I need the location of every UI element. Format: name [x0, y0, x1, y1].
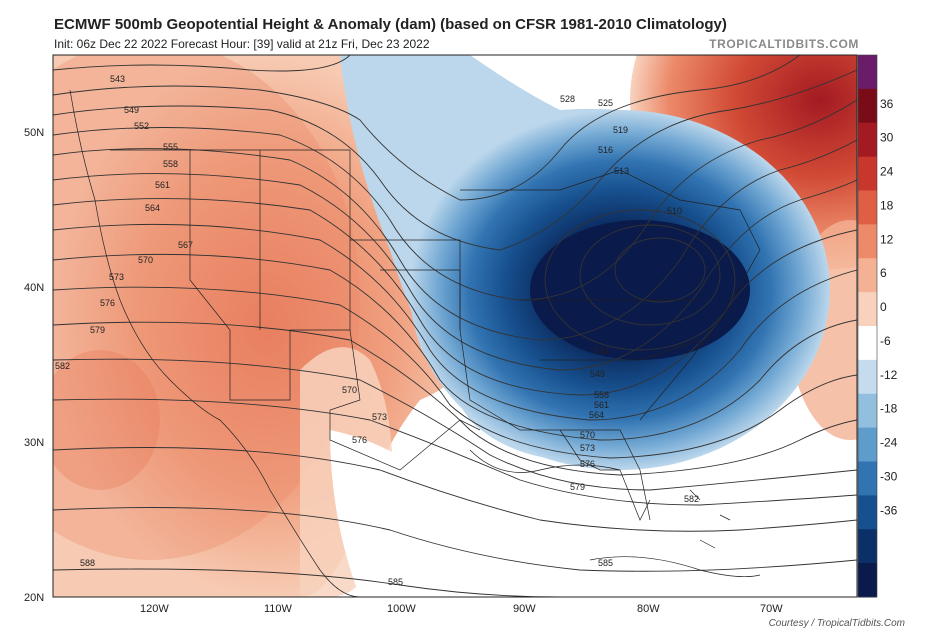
colorbar-swatch: [858, 122, 877, 158]
contour-label: 549: [590, 369, 605, 379]
lon-label: 90W: [513, 603, 536, 615]
colorbar-tick-label: -12: [880, 368, 898, 382]
contour-label: 525: [598, 98, 613, 108]
contour-label: 573: [372, 412, 387, 422]
contour-label: 579: [90, 325, 105, 335]
colorbar-swatch: [858, 495, 877, 530]
colorbar-swatch: [858, 88, 877, 124]
contour-label: 555: [163, 142, 178, 152]
colorbar-tick-label: -6: [880, 334, 891, 348]
lon-label: 80W: [637, 603, 660, 615]
contour-label: 582: [684, 494, 699, 504]
lat-label: 40N: [24, 282, 44, 294]
contour-label: 570: [138, 255, 153, 265]
colorbar-tick-label: 12: [880, 232, 894, 246]
contour-label: 579: [570, 482, 585, 492]
lon-label: 100W: [387, 603, 416, 615]
colorbar-tick-label: 30: [880, 131, 894, 145]
contour-label: 567: [178, 240, 193, 250]
contour-label: 588: [80, 558, 95, 568]
brand-watermark[interactable]: TROPICALTIDBITS.COM: [709, 37, 859, 51]
colorbar-tick-label: 24: [880, 165, 894, 179]
contour-label: 516: [598, 145, 613, 155]
height-contours: [53, 55, 857, 597]
colorbar-tick-label: 6: [880, 266, 887, 280]
colorbar-swatch: [858, 224, 877, 259]
lat-label: 20N: [24, 592, 44, 604]
courtesy-credit: Courtesy / TropicalTidbits.Com: [768, 618, 905, 629]
lat-label: 50N: [24, 127, 44, 139]
colorbar-swatch: [858, 563, 877, 598]
colorbar-swatch: [858, 461, 877, 496]
contour-label: 576: [100, 298, 115, 308]
contour-label: 585: [388, 577, 403, 587]
contour-label: 543: [110, 74, 125, 84]
contour-label: 570: [342, 385, 357, 395]
contour-label-group: 543 549 552 555 558 561 564 567 570 573 …: [55, 74, 699, 587]
colorbar-frame: [857, 54, 878, 598]
contour-label: 549: [124, 105, 139, 115]
colorbar-tick-label: 36: [880, 97, 894, 111]
contour-label: 528: [560, 94, 575, 104]
colorbar-tick-label: 18: [880, 198, 894, 212]
contour-label: 552: [134, 121, 149, 131]
contour-label: 558: [163, 159, 178, 169]
contour-label: 510: [667, 206, 682, 216]
colorbar: 36 30 24 18 12 6 0 -6 -12 -18 -24 -30 -36: [857, 54, 898, 598]
contour-label: 561: [594, 400, 609, 410]
colorbar-swatch: [858, 359, 877, 395]
colorbar-tick-label: -36: [880, 503, 898, 517]
contour-label: 576: [352, 435, 367, 445]
colorbar-tick-label: -24: [880, 436, 898, 450]
colorbar-swatch: [858, 529, 877, 564]
colorbar-swatch: [858, 55, 877, 90]
longitude-labels: 120W 110W 100W 90W 80W 70W: [140, 603, 783, 615]
contour-label: 564: [145, 203, 160, 213]
map-title: ECMWF 500mb Geopotential Height & Anomal…: [54, 16, 727, 33]
contour-label: 558: [594, 390, 609, 400]
lat-label: 30N: [24, 437, 44, 449]
lon-label: 70W: [760, 603, 783, 615]
contour-label: 582: [55, 361, 70, 371]
contour-label: 519: [613, 125, 628, 135]
map-subtitle: Init: 06z Dec 22 2022 Forecast Hour: [39…: [54, 37, 430, 51]
contour-label: 585: [598, 558, 613, 568]
contour-label: 534: [594, 346, 609, 356]
contour-label: 576: [580, 459, 595, 469]
colorbar-swatch: [858, 292, 877, 327]
colorbar-tick-label: 0: [880, 300, 887, 314]
colorbar-swatch: [858, 156, 877, 191]
colorbar-swatch: [858, 326, 877, 361]
colorbar-tick-label: -30: [880, 469, 898, 483]
contour-label: 564: [589, 410, 604, 420]
contour-label: 513: [614, 166, 629, 176]
contour-label: 570: [580, 430, 595, 440]
colorbar-swatch: [858, 427, 877, 462]
lon-label: 110W: [264, 603, 293, 615]
geography-outlines: [69, 89, 761, 597]
map-frame: [52, 54, 858, 598]
contour-label: 573: [109, 272, 124, 282]
latitude-labels: 50N 40N 30N 20N: [24, 127, 44, 604]
colorbar-swatch: [858, 190, 877, 225]
anomaly-shading: [53, 55, 857, 597]
colorbar-swatch: [858, 393, 877, 429]
colorbar-tick-label: -18: [880, 402, 898, 416]
contour-label: 573: [580, 443, 595, 453]
contour-label: 561: [155, 180, 170, 190]
lon-label: 120W: [140, 603, 169, 615]
colorbar-swatch: [858, 258, 877, 293]
